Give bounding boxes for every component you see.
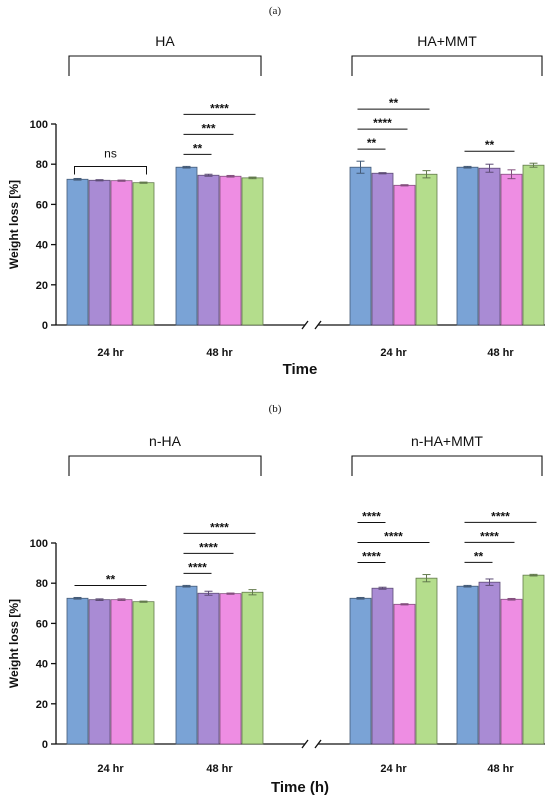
bar (197, 592, 220, 745)
panel-label: (a) (269, 5, 282, 17)
significance-label: **** (362, 550, 381, 564)
bar (478, 581, 501, 745)
x-tick-label: 24 hr (380, 347, 407, 359)
y-tick-label: 100 (30, 538, 48, 550)
bar (349, 166, 372, 326)
bar (175, 585, 198, 745)
x-tick-label: 24 hr (380, 763, 407, 775)
significance-label: ** (106, 572, 116, 586)
panel-b: (b) 0 20 40 60 80 100 Weight loss [%] Time (h) n-… (7, 403, 545, 796)
group-bracket (68, 55, 262, 76)
group-label: HA (155, 33, 175, 49)
y-tick-label: 40 (36, 240, 48, 252)
significance-label: **** (199, 540, 218, 554)
x-tick-label: 24 hr (97, 347, 124, 359)
significance-label: **** (188, 560, 207, 574)
bar (241, 177, 264, 326)
group-label: HA+MMT (417, 33, 477, 49)
bar (219, 175, 242, 326)
significance-label: ** (474, 549, 484, 563)
significance-label: **** (491, 509, 510, 523)
y-tick-label: 20 (36, 280, 48, 292)
y-tick-label: 20 (36, 699, 48, 711)
significance-label: **** (210, 101, 229, 115)
bar (132, 182, 155, 326)
significance-label: ** (389, 96, 399, 110)
panel-label: (b) (269, 403, 282, 415)
bar (175, 166, 198, 326)
axis-break-mark (314, 739, 322, 749)
x-tick-label: 48 hr (487, 763, 514, 775)
bar (393, 603, 416, 745)
bar (522, 574, 545, 745)
y-axis-title: Weight loss [%] (7, 180, 21, 269)
bar (66, 178, 89, 326)
axis-break-mark (301, 320, 309, 330)
significance-label: ** (193, 141, 203, 155)
significance-label: **** (480, 529, 499, 543)
significance-label: **** (210, 520, 229, 534)
bar (371, 172, 394, 326)
bar (110, 180, 133, 326)
bar (197, 174, 220, 326)
significance-label: *** (201, 121, 215, 135)
x-tick-label: 48 hr (206, 763, 233, 775)
y-tick-label: 80 (36, 159, 48, 171)
significance-label: **** (373, 116, 392, 130)
bar (241, 591, 264, 745)
x-axis-title: Time (h) (271, 779, 329, 796)
bar (132, 601, 155, 745)
x-tick-label: 48 hr (206, 347, 233, 359)
panel-a: (a) 0 20 40 60 80 100 Weight loss [%] Time HA 24 h… (7, 5, 545, 378)
y-tick-label: 40 (36, 659, 48, 671)
significance-label: ** (367, 136, 377, 150)
y-tick-label: 60 (36, 199, 48, 211)
bar (66, 597, 89, 745)
bar (500, 173, 523, 326)
x-axis-title: Time (283, 361, 318, 378)
axis-break-mark (314, 320, 322, 330)
group-bracket (351, 55, 543, 76)
axis-break-mark (301, 739, 309, 749)
bar (371, 587, 394, 745)
bar (415, 173, 438, 326)
bar (415, 577, 438, 745)
bar (219, 593, 242, 745)
bar (500, 598, 523, 745)
y-tick-label: 0 (42, 739, 48, 751)
bar (456, 585, 479, 745)
group-bracket (68, 455, 262, 476)
x-tick-label: 48 hr (487, 347, 514, 359)
significance-label: **** (362, 510, 381, 524)
bar (456, 166, 479, 326)
group-bracket (351, 455, 543, 476)
bar (88, 599, 111, 745)
significance-label: ** (485, 138, 495, 152)
bar (349, 597, 372, 745)
y-tick-label: 60 (36, 618, 48, 630)
group-label: n-HA+MMT (411, 433, 483, 449)
significance-label: **** (384, 530, 403, 544)
y-tick-label: 80 (36, 578, 48, 590)
bar (110, 599, 133, 745)
y-axis-title: Weight loss [%] (7, 599, 21, 688)
x-tick-label: 24 hr (97, 763, 124, 775)
bar (478, 167, 501, 326)
group-label: n-HA (149, 433, 182, 449)
y-tick-label: 0 (42, 320, 48, 332)
bar (393, 184, 416, 326)
bar (88, 179, 111, 326)
y-tick-label: 100 (30, 119, 48, 131)
significance-bracket (74, 165, 147, 175)
bar (522, 164, 545, 326)
significance-label: ns (104, 146, 117, 160)
